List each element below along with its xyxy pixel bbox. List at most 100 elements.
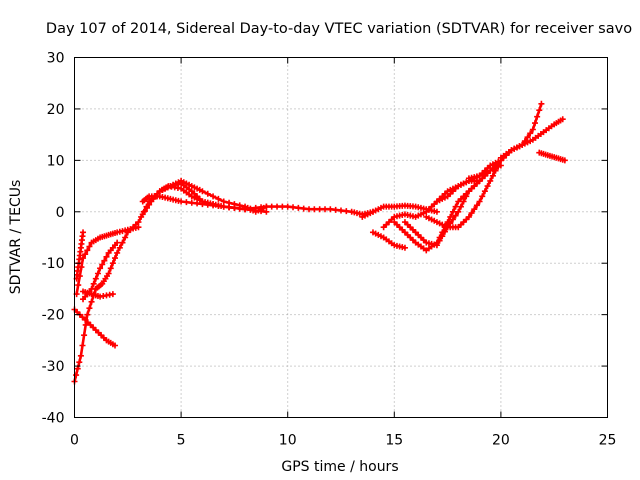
data-point (524, 134, 531, 141)
x-tick-label: 15 (385, 433, 403, 449)
data-point (94, 270, 101, 277)
data-point (146, 201, 153, 208)
data-point (90, 280, 97, 287)
data-point (226, 204, 233, 211)
data-point (338, 207, 344, 214)
y-tick-label: -30 (42, 359, 65, 375)
data-point (99, 261, 106, 268)
data-point (80, 229, 87, 236)
series-pass-9 (156, 180, 270, 215)
data-point (210, 201, 217, 208)
data-point (479, 193, 486, 200)
data-point (279, 203, 286, 210)
data-point (532, 120, 539, 127)
data-point (449, 208, 456, 215)
data-point (220, 203, 227, 210)
data-point (538, 100, 545, 107)
data-point (242, 206, 249, 213)
data-point (92, 275, 99, 282)
x-tick-label: 20 (492, 433, 510, 449)
data-point (103, 253, 110, 260)
data-point (439, 233, 446, 240)
y-tick-label: -40 (42, 411, 65, 427)
data-point (295, 204, 302, 211)
data-point (449, 216, 456, 223)
data-point (81, 332, 88, 339)
data-point (109, 260, 116, 267)
chart-title: Day 107 of 2014, Sidereal Day-to-day VTE… (46, 21, 632, 37)
data-point (114, 239, 121, 246)
data-point (468, 210, 475, 217)
data-point (457, 203, 464, 210)
data-point (460, 198, 467, 205)
data-point (109, 291, 116, 298)
data-point (114, 249, 121, 256)
series-pass-15 (423, 100, 545, 231)
y-tick-label: 0 (56, 205, 65, 221)
data-point (75, 282, 82, 289)
data-point (143, 204, 150, 211)
data-point (436, 237, 443, 244)
data-point (258, 208, 265, 215)
x-tick-label: 25 (599, 433, 617, 449)
data-point (116, 244, 123, 251)
data-point (86, 305, 93, 312)
x-axis-label: GPS time / hours (281, 459, 398, 475)
x-tick-label: 5 (177, 433, 186, 449)
data-point (300, 205, 307, 212)
data-point (231, 204, 238, 211)
data-point (204, 199, 211, 206)
data-point (220, 198, 227, 205)
data-point (79, 342, 86, 349)
data-point (492, 167, 499, 174)
data-point (433, 208, 440, 215)
series-pass-4 (80, 288, 116, 300)
data-point (433, 242, 440, 249)
data-point (473, 202, 480, 209)
data-point (112, 255, 119, 262)
data-point (489, 172, 496, 179)
data-point (487, 177, 494, 184)
series-pass-19 (536, 149, 568, 164)
x-tick-label: 0 (70, 433, 79, 449)
data-point (101, 257, 108, 264)
plot-frame (74, 57, 608, 418)
series-line (75, 225, 140, 296)
data-point (481, 188, 488, 195)
data-point (199, 198, 206, 205)
data-point (199, 188, 206, 195)
data-point (476, 177, 483, 184)
data-point (215, 202, 222, 209)
data-point (73, 372, 80, 379)
data-point (105, 270, 112, 277)
data-point (119, 239, 126, 246)
data-point (455, 208, 462, 215)
data-point (183, 199, 190, 206)
data-point (536, 107, 543, 114)
data-point (112, 342, 119, 349)
data-point (74, 365, 81, 372)
y-tick-label: -20 (42, 308, 65, 324)
data-point (107, 265, 114, 272)
data-point (88, 285, 95, 292)
data-point (527, 130, 534, 137)
grid-layer (74, 57, 608, 418)
data-point (274, 203, 281, 210)
data-point (80, 255, 87, 262)
y-tick-label: 30 (47, 51, 65, 67)
data-point (316, 206, 323, 213)
data-point (471, 206, 478, 213)
data-point (135, 224, 142, 231)
data-point (343, 208, 350, 215)
series-layer (71, 100, 568, 385)
data-point (559, 116, 566, 123)
series-pass-7 (139, 193, 376, 218)
tick-labels-layer: 0 5 10 15 20 25 -40 -30 -20 -10 0 10 20 30 (42, 51, 617, 449)
y-tick-label: -10 (42, 256, 65, 272)
data-point (122, 234, 129, 241)
series-pass-11 (369, 229, 408, 251)
data-point (561, 157, 568, 164)
data-point (141, 208, 148, 215)
x-tick-label: 10 (279, 433, 297, 449)
